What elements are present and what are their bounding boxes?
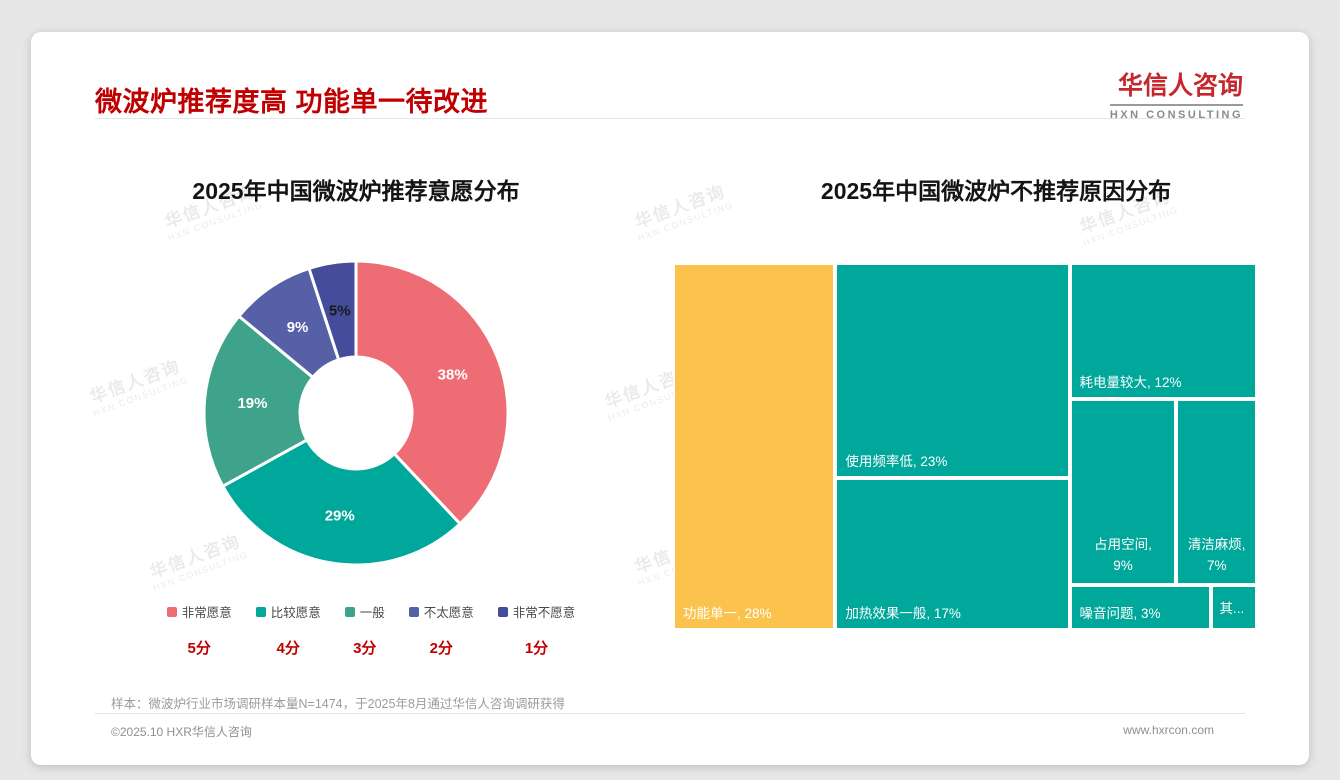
legend-item-1[interactable]: 比较愿意 <box>255 602 321 621</box>
treemap-cell-使用频率低[interactable]: 使用频率低, 23% <box>835 263 1070 479</box>
sample-note: 样本：微波炉行业市场调研样本量N=1474，于2025年8月通过华信人咨询调研获… <box>111 697 565 711</box>
treemap-chart: 功能单一, 28% 使用频率低, 23% 加热效果一般, 17% 耗电量较大, 12%… <box>673 263 1257 630</box>
donut-slice-比较愿意[interactable] <box>221 438 462 567</box>
legend-label: 比较愿意 <box>270 606 321 620</box>
watermark-text-en: HXN CONSULTING <box>91 374 190 419</box>
legend-item-4[interactable]: 非常不愿意 <box>497 602 576 621</box>
treemap-cell-label: 占用空间, 9% <box>1094 537 1152 574</box>
treemap-chart-title: 2025年中国微波炉不推荐原因分布 <box>820 178 1172 204</box>
score-label: 5分 <box>187 640 211 657</box>
treemap-cell-label: 噪音问题, 3% <box>1079 605 1161 621</box>
donut-chart-title: 2025年中国微波炉推荐意愿分布 <box>192 178 520 204</box>
footer-divider <box>95 713 1245 714</box>
score-label: 3分 <box>353 640 377 657</box>
donut-slice-非常愿意[interactable] <box>354 259 510 526</box>
treemap-cell-label: 清洁麻烦, 7% <box>1187 537 1246 574</box>
legend-label: 非常愿意 <box>181 606 232 620</box>
donut-slice-value: 19% <box>237 395 267 412</box>
treemap-cell-功能单一[interactable]: 功能单一, 28% <box>673 263 836 630</box>
watermark-text-cn: 华信人咨询 <box>87 356 184 407</box>
website-link[interactable]: www.hxrcon.com <box>1123 723 1214 737</box>
donut-slice-value: 5% <box>329 302 351 319</box>
treemap-cell-其...[interactable]: 其... <box>1211 585 1257 630</box>
treemap-cell-label: 其... <box>1219 601 1245 617</box>
legend-label: 不太愿意 <box>423 606 474 620</box>
treemap-cell-耗电量较大[interactable]: 耗电量较大, 12% <box>1069 263 1257 400</box>
legend-marker <box>408 606 419 617</box>
legend-item-2[interactable]: 一般 <box>344 602 385 621</box>
donut-slice-value: 9% <box>287 319 309 336</box>
treemap-cell-label: 耗电量较大, 12% <box>1079 375 1182 391</box>
treemap-cell-加热效果一般[interactable]: 加热效果一般, 17% <box>835 478 1070 630</box>
treemap-cell-噪音问题[interactable]: 噪音问题, 3% <box>1069 585 1212 630</box>
legend-label: 一般 <box>359 606 385 620</box>
legend-marker <box>497 606 508 617</box>
legend-label: 非常不愿意 <box>512 606 576 620</box>
donut-slice-value: 29% <box>325 508 355 525</box>
header-divider <box>95 118 1245 119</box>
legend-marker <box>344 606 355 617</box>
treemap-cell-label: 加热效果一般, 17% <box>845 605 961 621</box>
treemap-cell-清洁麻烦[interactable]: 清洁麻烦, 7% <box>1176 399 1257 586</box>
score-label: 2分 <box>429 640 453 657</box>
brand-logo: 华信人咨询 HXN CONSULTING <box>1109 66 1243 121</box>
watermark-text-en: HXN CONSULTING <box>1081 204 1180 249</box>
legend-marker <box>255 606 266 617</box>
slide-card: 华信人咨询 HXN CONSULTING 华信人咨询 HXN CONSULTING 华信… <box>31 32 1309 765</box>
treemap-cell-占用空间[interactable]: 占用空间, 9% <box>1069 399 1177 586</box>
legend-item-3[interactable]: 不太愿意 <box>408 602 474 621</box>
legend-item-0[interactable]: 非常愿意 <box>166 602 232 621</box>
treemap-cell-label: 功能单一, 28% <box>683 606 772 621</box>
copyright-text: ©2025.10 HXR华信人咨询 <box>111 725 252 739</box>
donut-slice-一般[interactable] <box>202 314 315 488</box>
page-title: 微波炉推荐度高 功能单一待改进 <box>95 87 489 117</box>
brand-logo-chinese: 华信人咨询 <box>1117 72 1243 100</box>
chart-legend: 非常愿意 5分 比较愿意 4分 一般 3分 不太愿意 2分 非常不愿意 1分 <box>101 602 641 658</box>
treemap-cell-label: 使用频率低, 23% <box>845 454 948 470</box>
donut-slice-非常不愿意[interactable] <box>307 259 358 362</box>
legend-marker <box>166 606 177 617</box>
score-label: 4分 <box>276 640 300 657</box>
donut-chart: 38% 29% 19% 9% 5% <box>193 250 519 576</box>
score-label: 1分 <box>524 640 549 657</box>
donut-slice-value: 38% <box>438 367 468 384</box>
